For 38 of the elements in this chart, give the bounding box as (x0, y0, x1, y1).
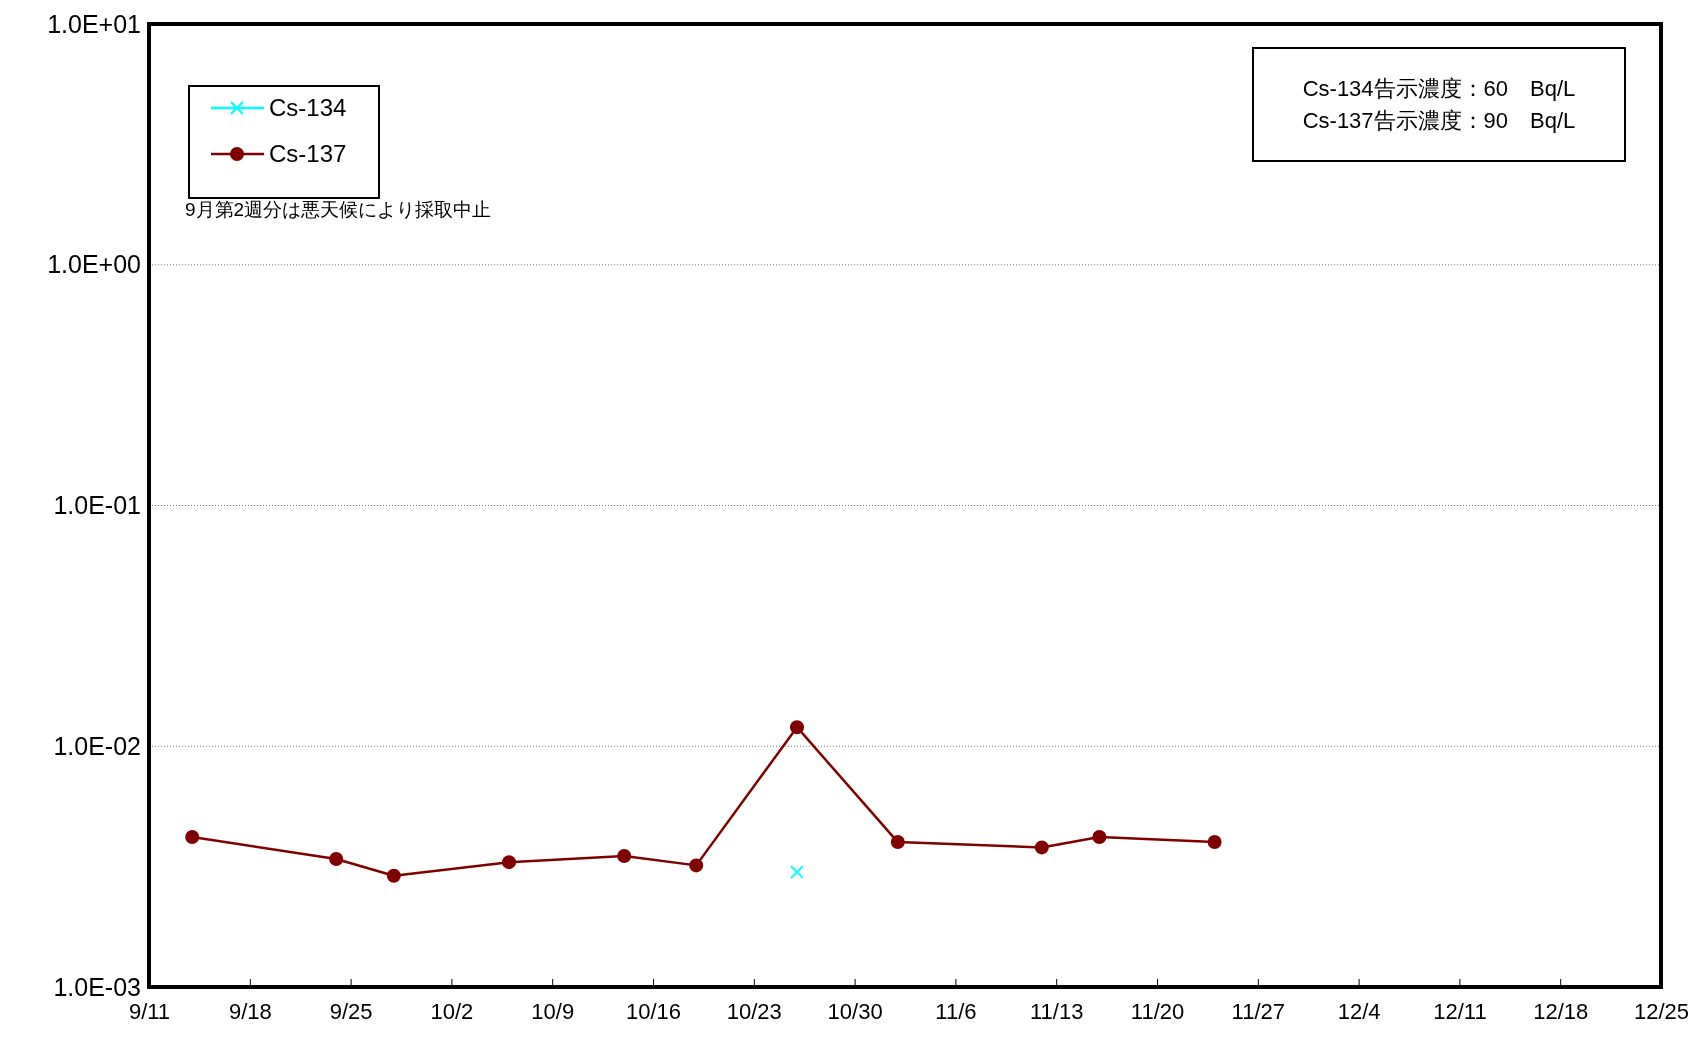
annotation: 9月第2週分は悪天候により採取中止 (185, 199, 492, 220)
x-tick-label: 12/18 (1533, 998, 1589, 1024)
legend-label: Cs-134 (269, 94, 347, 121)
point (890, 835, 905, 850)
x-tick-label: 10/9 (531, 998, 575, 1024)
x-tick-label: 9/25 (329, 998, 373, 1024)
x-tick-label: 12/4 (1337, 998, 1381, 1024)
x-tick-label: 12/25 (1633, 998, 1690, 1024)
point (1034, 840, 1049, 855)
x-tick-label: 9/11 (128, 998, 171, 1024)
point (502, 855, 516, 870)
x-tick-label: 10/23 (726, 998, 782, 1024)
x-tick-label: 9/18 (228, 998, 272, 1024)
point (790, 865, 804, 880)
x-tick-label: 11/6 (935, 998, 977, 1024)
point (790, 720, 804, 735)
x-tick-label: 10/30 (827, 998, 883, 1024)
y-tick-label: 1.0E-02 (53, 731, 141, 760)
y-tick-label: 1.0E+00 (47, 250, 141, 279)
y-tick-label: 1.0E-03 (53, 972, 141, 1001)
point (386, 868, 401, 883)
x-tick-label: 11/20 (1130, 998, 1185, 1024)
legend-label: Cs-137 (269, 140, 347, 167)
annotation: Cs-137告示濃度：90 Bq/L (1302, 108, 1576, 133)
x-tick-label: 10/2 (430, 998, 474, 1024)
x-tick-label: 11/13 (1029, 998, 1084, 1024)
point (1207, 835, 1222, 850)
y-tick-label: 1.0E+01 (47, 9, 141, 38)
x-tick-label: 12/11 (1433, 998, 1487, 1024)
x-tick-label: 11/27 (1231, 998, 1286, 1024)
point (617, 849, 632, 864)
point (1092, 829, 1107, 844)
annotation: Cs-134告示濃度：60 Bq/L (1302, 76, 1576, 101)
point (185, 829, 200, 844)
y-tick-label: 1.0E-01 (53, 491, 141, 519)
x-tick-label: 10/16 (625, 998, 682, 1024)
point (329, 852, 344, 867)
point (689, 858, 704, 873)
